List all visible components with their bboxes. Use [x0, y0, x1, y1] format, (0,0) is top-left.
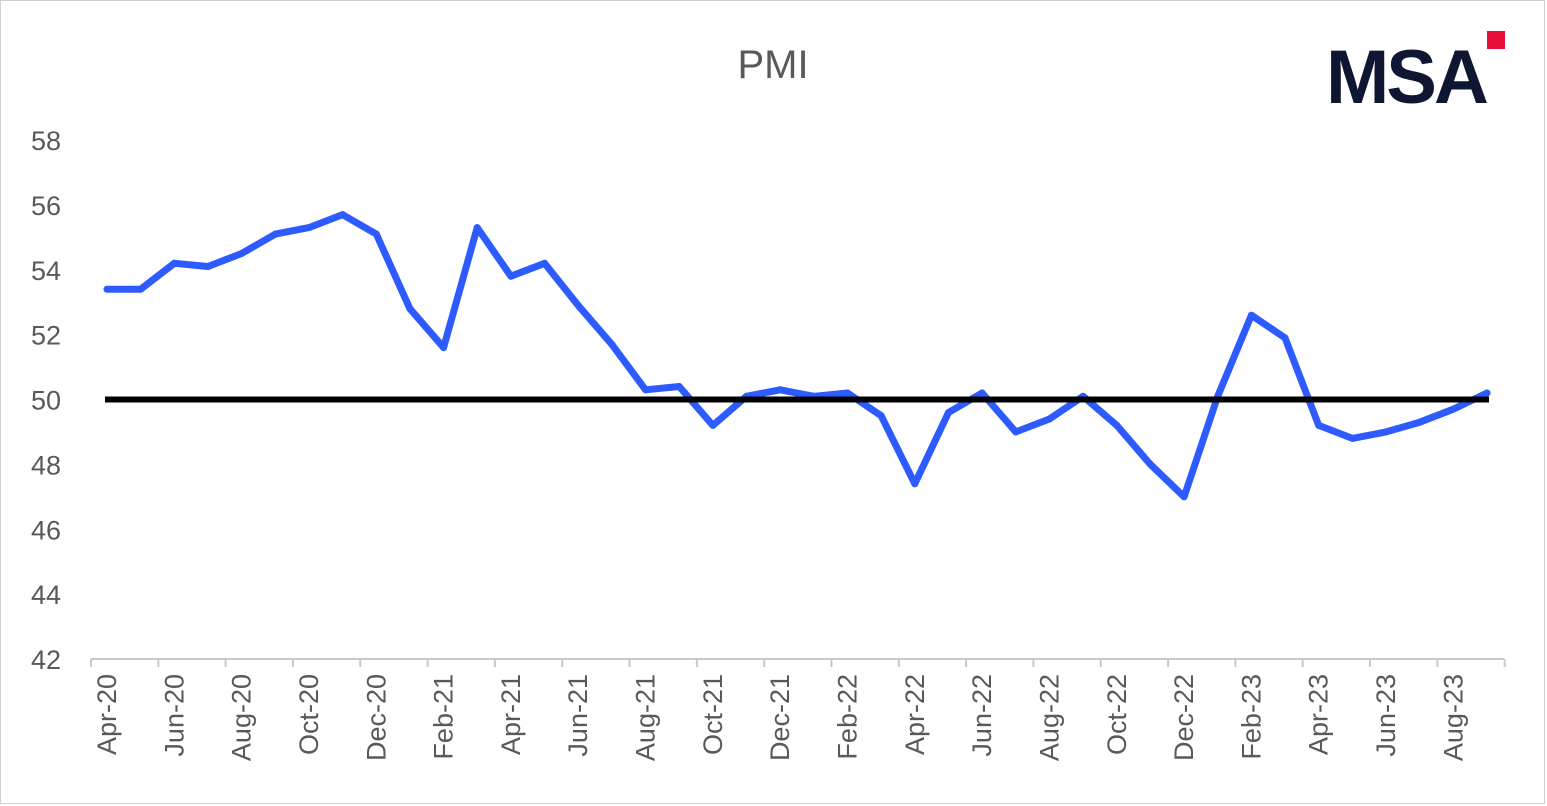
x-tick-label: Apr-22 [900, 674, 930, 755]
pmi-data-point [406, 305, 414, 313]
pmi-data-point [844, 389, 851, 397]
series-layer [103, 211, 1491, 501]
pmi-data-point [1281, 334, 1289, 342]
pmi-data-point [305, 224, 313, 232]
pmi-data-point [238, 250, 246, 257]
pmi-data-point [1247, 311, 1255, 319]
pmi-data-point [642, 386, 649, 394]
pmi-data-point [339, 211, 347, 219]
pmi-data-point [1382, 428, 1390, 436]
pmi-data-point [1483, 389, 1491, 397]
pmi-data-point [372, 230, 380, 238]
pmi-data-point [1180, 493, 1188, 501]
x-tick-label: Aug-20 [227, 674, 257, 761]
x-tick-label: Dec-21 [765, 674, 795, 761]
pmi-data-point [978, 389, 986, 397]
pmi-data-point [1045, 415, 1053, 423]
x-tick-label: Jun-23 [1371, 674, 1401, 757]
x-tick-label: Feb-22 [832, 674, 862, 760]
pmi-data-point [271, 230, 279, 238]
pmi-data-point [103, 285, 111, 293]
x-tick-label: Feb-23 [1236, 674, 1266, 760]
y-tick-label: 48 [31, 450, 61, 480]
x-tick-label: Apr-23 [1304, 674, 1334, 755]
y-axis-tick-labels: 42 44 46 48 50 52 54 56 58 [31, 126, 61, 675]
pmi-data-point [776, 386, 784, 394]
pmi-data-point [1315, 421, 1323, 429]
pmi-data-point [675, 383, 683, 390]
x-tick-label: Dec-20 [361, 674, 391, 761]
x-tick-label: Jun-22 [967, 674, 997, 757]
x-axis [90, 658, 1506, 667]
x-tick-label: Oct-22 [1102, 674, 1132, 755]
y-tick-label: 52 [31, 321, 61, 351]
pmi-data-point [911, 480, 919, 488]
x-tick-label: Jun-21 [563, 674, 593, 757]
pmi-data-point [1146, 460, 1154, 468]
pmi-data-point [1449, 405, 1457, 413]
x-tick-label: Apr-20 [92, 674, 122, 755]
x-tick-label: Jun-20 [159, 674, 189, 757]
msa-logo: MSA [1326, 35, 1489, 120]
y-tick-label: 50 [31, 386, 61, 416]
pmi-data-point [1113, 421, 1121, 429]
pmi-data-point [473, 224, 481, 232]
pmi-series-line [103, 211, 1491, 501]
x-tick-label: Aug-22 [1034, 674, 1064, 761]
pmi-data-point [1348, 434, 1356, 442]
pmi-data-point [709, 421, 717, 429]
pmi-data-point [945, 409, 952, 416]
pmi-data-point [877, 412, 885, 420]
y-tick-label: 54 [31, 256, 61, 286]
x-tick-label: Aug-21 [631, 674, 661, 761]
y-tick-label: 56 [31, 191, 61, 221]
pmi-data-point [204, 263, 212, 270]
pmi-data-point [608, 340, 616, 348]
chart-title: PMI [737, 43, 808, 87]
x-axis-tick-labels: Apr-20 Jun-20 Aug-20 Oct-20 Dec-20 Feb-21 Apr-… [92, 674, 1468, 761]
y-tick-label: 46 [31, 515, 61, 545]
y-tick-label: 44 [31, 580, 61, 610]
y-tick-label: 42 [31, 645, 61, 675]
x-tick-label: Aug-23 [1438, 674, 1468, 761]
pmi-data-point [1416, 418, 1424, 426]
pmi-data-point [574, 301, 582, 309]
x-tick-label: Dec-22 [1169, 674, 1199, 761]
x-tick-label: Apr-21 [496, 674, 526, 755]
x-tick-label: Oct-20 [294, 674, 324, 755]
pmi-data-point [170, 259, 178, 267]
logo-accent-square [1487, 31, 1505, 49]
x-tick-label: Feb-21 [429, 674, 459, 760]
x-tick-label: Oct-21 [698, 674, 728, 755]
pmi-data-point [507, 272, 515, 280]
y-tick-label: 58 [31, 126, 61, 156]
pmi-data-point [1012, 428, 1020, 436]
pmi-data-point [440, 344, 448, 352]
pmi-data-point [137, 285, 145, 293]
pmi-data-point [541, 259, 549, 267]
